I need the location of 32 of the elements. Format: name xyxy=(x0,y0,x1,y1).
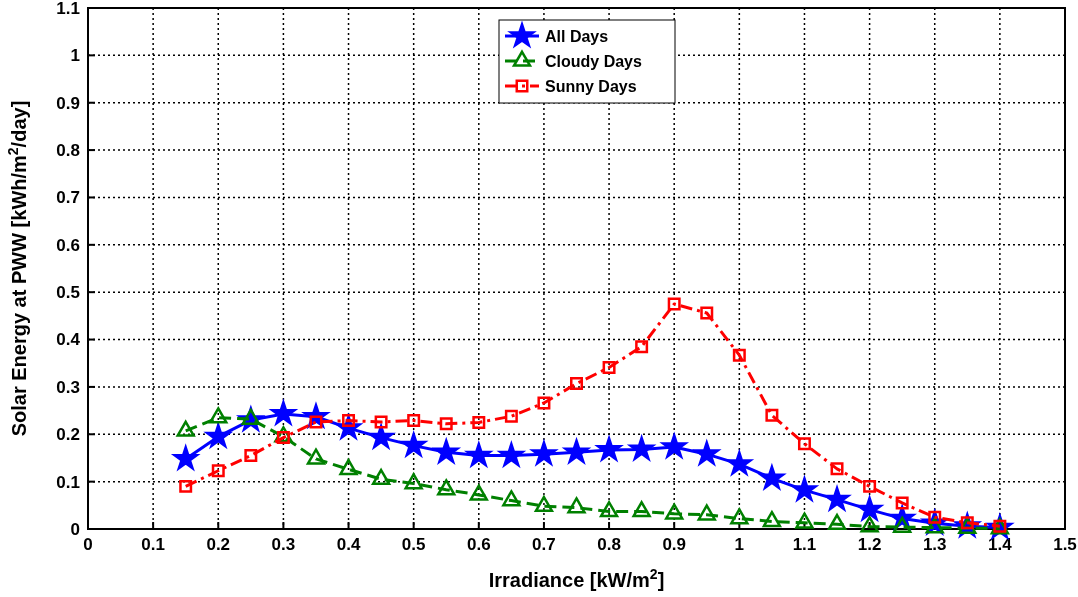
y-tick-label: 0.6 xyxy=(56,235,80,255)
x-tick-label: 1 xyxy=(734,535,745,554)
y-tick-label: 0.8 xyxy=(56,141,80,161)
y-tick-label: 0.1 xyxy=(56,472,80,492)
x-tick-label: 0.7 xyxy=(532,535,556,554)
x-tick-label: 0.5 xyxy=(401,535,426,554)
x-tick-label: 0.9 xyxy=(662,535,687,554)
x-tick-label: 1.1 xyxy=(792,535,817,554)
y-tick-label: 0.9 xyxy=(56,93,80,113)
x-tick-label: 0.8 xyxy=(597,535,621,554)
legend-label: All Days xyxy=(545,27,609,45)
y-tick-label: 1 xyxy=(70,46,80,66)
x-tick-label: 1.5 xyxy=(1053,535,1077,554)
y-tick-label: 1.1 xyxy=(56,0,80,18)
legend-label: Cloudy Days xyxy=(545,52,643,70)
y-tick-label: 0.7 xyxy=(56,188,80,208)
x-tick-label: 0.6 xyxy=(466,535,491,554)
x-tick-label: 1.3 xyxy=(922,535,947,554)
legend-label: Sunny Days xyxy=(545,77,637,95)
y-tick-label: 0.4 xyxy=(56,330,81,350)
x-tick-label: 0 xyxy=(83,535,93,554)
y-tick-label: 0.5 xyxy=(56,283,80,303)
y-tick-label: 0.2 xyxy=(56,425,80,445)
x-tick-label: 1.4 xyxy=(988,535,1013,554)
x-axis-title: Irradiance [kW/m$^{2}$] xyxy=(488,566,665,591)
x-tick-label: 0.1 xyxy=(141,535,165,554)
x-tick-label: 1.2 xyxy=(857,535,882,554)
x-tick-label: 0.2 xyxy=(206,535,231,554)
y-tick-label: 0 xyxy=(70,519,80,539)
y-tick-label: 0.3 xyxy=(56,377,80,397)
x-tick-label: 0.4 xyxy=(336,535,361,554)
x-tick-label: 0.3 xyxy=(271,535,296,554)
